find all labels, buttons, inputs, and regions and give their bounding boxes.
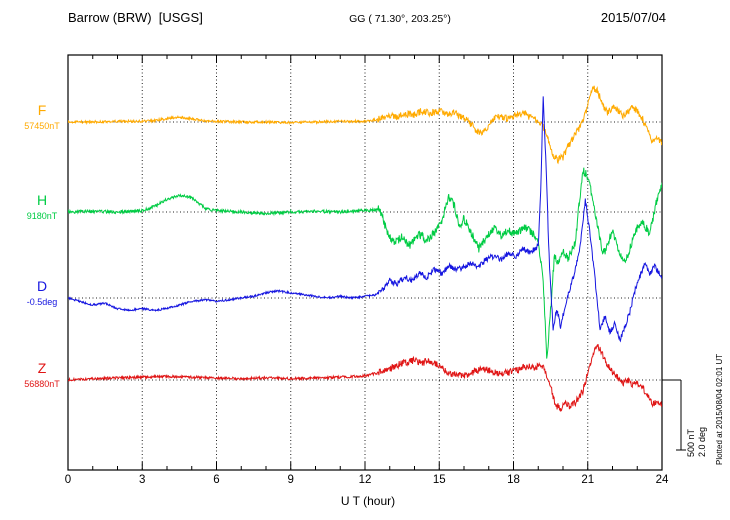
scale-bar-deg-label: 2.0 deg bbox=[697, 426, 707, 457]
plot-date: 2015/07/04 bbox=[600, 10, 666, 25]
x-axis-title: U T (hour) bbox=[340, 494, 396, 508]
plotted-at-note: Plotted at 2015/08/04 02:01 UT bbox=[715, 353, 724, 465]
trace-F bbox=[68, 85, 662, 165]
scale-bar-nt-label: 500 nT bbox=[686, 428, 696, 457]
gg-coordinates: GG ( 71.30°, 203.25°) bbox=[349, 13, 451, 25]
trace-D bbox=[68, 96, 662, 343]
trace-Z bbox=[68, 344, 662, 412]
station-title: Barrow (BRW) [USGS] bbox=[68, 10, 203, 25]
trace-H bbox=[68, 167, 662, 359]
